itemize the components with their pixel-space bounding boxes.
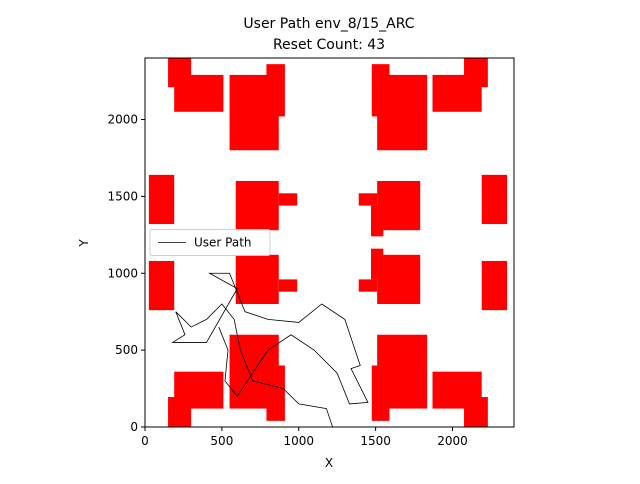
obstacle (371, 365, 390, 421)
obstacle (168, 397, 192, 427)
y-tick-label: 2000 (107, 113, 138, 127)
x-tick-label: 1000 (283, 434, 314, 448)
obstacle (174, 74, 224, 112)
x-tick-label: 1500 (360, 434, 391, 448)
chart-subtitle: Reset Count: 43 (273, 37, 385, 53)
legend-label: User Path (194, 236, 252, 250)
obstacle (377, 181, 421, 231)
obstacle (358, 193, 378, 206)
x-axis-label: X (325, 456, 333, 470)
obstacle (464, 397, 488, 427)
obstacle (278, 279, 298, 292)
y-tick-label: 1500 (107, 189, 138, 203)
legend-box (149, 229, 271, 256)
y-tick-label: 500 (115, 343, 138, 357)
obstacle (266, 365, 285, 421)
obstacle (377, 254, 421, 304)
obstacle (371, 248, 384, 280)
user-path (171, 272, 369, 428)
obstacle (464, 58, 488, 88)
obstacle (235, 254, 279, 304)
legend: User Path (149, 229, 271, 256)
obstacle (278, 193, 298, 206)
y-tick-label: 0 (130, 420, 138, 434)
obstacle (481, 260, 508, 311)
obstacle (266, 64, 285, 117)
obstacle (358, 279, 378, 292)
obstacle (235, 181, 279, 231)
y-axis-label: Y (77, 239, 91, 248)
x-tick-label: 0 (141, 434, 149, 448)
chart-title: User Path env_8/15_ARC (243, 16, 414, 32)
obstacle (148, 174, 175, 225)
plot-frame (144, 57, 515, 428)
obstacle (481, 174, 508, 225)
y-tick-label: 1000 (107, 266, 138, 280)
obstacle (371, 205, 384, 237)
x-tick-label: 500 (210, 434, 233, 448)
obstacle (377, 74, 428, 151)
x-tick-label: 2000 (437, 434, 468, 448)
obstacle (148, 260, 175, 311)
